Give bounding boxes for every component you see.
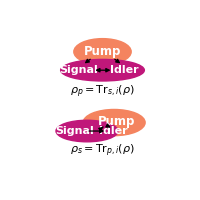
- Text: $\rho_p = \mathrm{Tr}_{s,i}(\rho)$: $\rho_p = \mathrm{Tr}_{s,i}(\rho)$: [70, 84, 135, 100]
- Text: Pump: Pump: [84, 45, 121, 58]
- Text: Pump: Pump: [98, 115, 135, 128]
- Text: Signal: Signal: [59, 65, 98, 75]
- Ellipse shape: [74, 39, 131, 65]
- Text: Signal: Signal: [55, 126, 94, 136]
- Text: $\rho_s = \mathrm{Tr}_{p,i}(\rho)$: $\rho_s = \mathrm{Tr}_{p,i}(\rho)$: [70, 143, 135, 159]
- Text: Idler: Idler: [110, 65, 139, 75]
- Ellipse shape: [56, 120, 118, 142]
- Ellipse shape: [61, 59, 144, 81]
- Text: Idler: Idler: [99, 126, 128, 136]
- Ellipse shape: [83, 109, 145, 136]
